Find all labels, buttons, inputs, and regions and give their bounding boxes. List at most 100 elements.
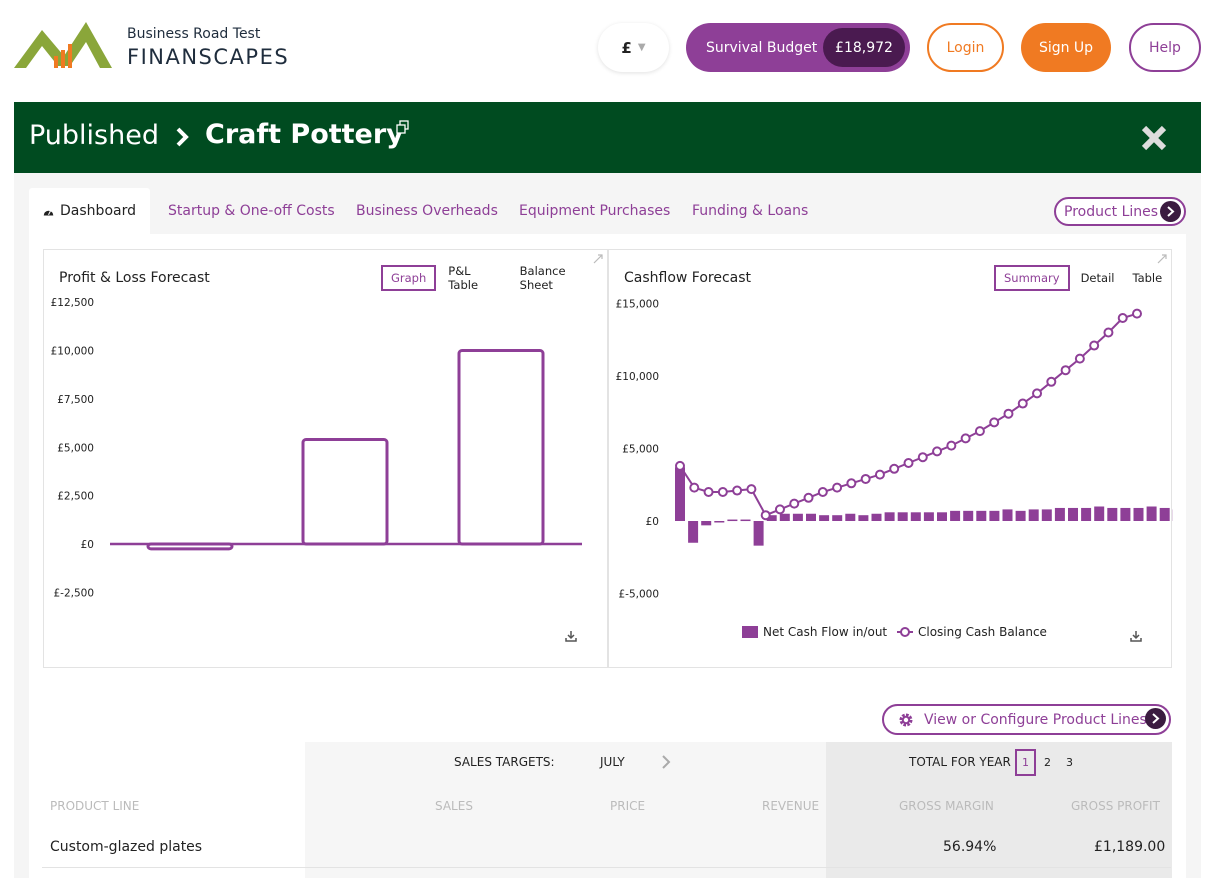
net-cash-flow-bar bbox=[714, 521, 725, 523]
y-tick-label: £12,500 bbox=[51, 297, 94, 309]
cf-option-table[interactable]: Table bbox=[1132, 271, 1163, 285]
gross-profit-cell: £1,189.00 bbox=[1094, 839, 1166, 855]
breadcrumb-parent[interactable]: Published bbox=[29, 120, 159, 151]
net-cash-flow-bar bbox=[766, 515, 777, 521]
net-cash-flow-bar bbox=[806, 513, 816, 521]
product-lines-label: Product Lines bbox=[1064, 203, 1159, 220]
year-2-button[interactable]: 2 bbox=[1044, 756, 1051, 769]
closing-balance-point bbox=[889, 463, 900, 474]
y-tick-label: £10,000 bbox=[51, 346, 94, 358]
main-content: Dashboard Startup & One-off Costs Busine… bbox=[14, 173, 1201, 878]
net-cash-flow-bar bbox=[1041, 509, 1052, 521]
survival-budget-value: £18,972 bbox=[823, 28, 905, 67]
product-name-cell: Custom-glazed plates bbox=[50, 839, 203, 855]
closing-balance-point bbox=[946, 440, 957, 451]
net-cash-flow-bar bbox=[1054, 507, 1065, 521]
net-cash-flow-bar bbox=[950, 510, 961, 521]
tab-dashboard[interactable]: Dashboard bbox=[29, 188, 150, 234]
gear-icon bbox=[899, 713, 913, 726]
closing-balance-point bbox=[746, 484, 757, 495]
tab-funding-loans[interactable]: Funding & Loans bbox=[692, 203, 809, 219]
closing-balance-point bbox=[760, 510, 771, 521]
closing-balance-point bbox=[1032, 388, 1043, 399]
net-cash-flow-bar bbox=[1107, 507, 1118, 521]
cashflow-card: Cashflow Forecast Summary Detail Table £… bbox=[608, 249, 1173, 668]
closing-balance-point bbox=[903, 458, 914, 468]
net-cash-flow-bar bbox=[1028, 509, 1039, 521]
sales-targets-month: JULY bbox=[600, 755, 625, 769]
chevron-down-icon: ▼ bbox=[637, 42, 646, 53]
closing-balance-point bbox=[817, 487, 828, 497]
pl-option-table[interactable]: P&L Table bbox=[448, 264, 479, 292]
total-for-year-label: TOTAL FOR YEAR bbox=[909, 755, 1011, 769]
cashflow-title: Cashflow Forecast bbox=[624, 270, 752, 286]
bar bbox=[301, 438, 389, 546]
y-tick-label: £2,500 bbox=[57, 491, 94, 503]
closing-balance-point bbox=[1003, 408, 1014, 419]
net-cash-flow-bar bbox=[1120, 507, 1131, 521]
column-header-sales: SALES bbox=[435, 799, 473, 813]
column-header-revenue: REVENUE bbox=[762, 799, 820, 813]
signup-button[interactable]: Sign Up bbox=[1021, 23, 1111, 72]
net-cash-flow-bar bbox=[923, 512, 934, 521]
cf-option-detail[interactable]: Detail bbox=[1080, 271, 1115, 285]
closing-balance-point bbox=[1132, 308, 1142, 319]
expand-icon[interactable] bbox=[593, 254, 603, 264]
login-button[interactable]: Login bbox=[927, 23, 1004, 72]
net-cash-flow-bar bbox=[753, 521, 764, 546]
copy-icon[interactable] bbox=[396, 120, 410, 134]
closing-balance-point bbox=[774, 504, 785, 515]
closing-balance-point bbox=[732, 485, 743, 496]
row-divider bbox=[42, 867, 1171, 868]
tab-label: Dashboard bbox=[60, 203, 136, 219]
net-cash-flow-bar bbox=[792, 513, 803, 521]
help-button[interactable]: Help bbox=[1129, 23, 1201, 72]
legend-net-cash-swatch bbox=[742, 626, 758, 638]
net-cash-flow-bar bbox=[1094, 506, 1105, 521]
tab-startup-costs[interactable]: Startup & One-off Costs bbox=[168, 203, 335, 219]
net-cash-flow-bar bbox=[1002, 509, 1013, 521]
view-configure-product-lines-button[interactable]: View or Configure Product Lines bbox=[882, 704, 1171, 735]
column-header-gross-profit: GROSS PROFIT bbox=[1071, 799, 1160, 813]
net-cash-flow-bar bbox=[675, 467, 685, 521]
y-tick-label: £5,000 bbox=[622, 444, 659, 456]
column-header-product-line: PRODUCT LINE bbox=[50, 799, 140, 813]
expand-icon[interactable] bbox=[1157, 254, 1167, 264]
legend-closing-balance-label: Closing Cash Balance bbox=[918, 625, 1047, 639]
cashflow-view-options: Summary Detail Table bbox=[994, 265, 1170, 291]
product-lines-button[interactable]: Product Lines bbox=[1054, 197, 1186, 226]
net-cash-flow-bar bbox=[1015, 510, 1026, 521]
net-cash-flow-bar bbox=[740, 519, 751, 522]
cf-option-summary[interactable]: Summary bbox=[994, 265, 1070, 291]
close-icon[interactable] bbox=[1140, 124, 1168, 152]
page-title: Craft Pottery bbox=[205, 119, 404, 150]
year-1-button[interactable]: 1 bbox=[1015, 749, 1036, 776]
tab-business-overheads[interactable]: Business Overheads bbox=[356, 203, 498, 219]
survival-budget-button[interactable]: Survival Budget £18,972 bbox=[686, 23, 910, 72]
net-cash-flow-bar bbox=[845, 513, 856, 521]
next-month-icon[interactable] bbox=[660, 754, 672, 770]
net-cash-flow-bar bbox=[688, 521, 699, 543]
cashflow-chart: £15,000 £10,000 £5,000 £0 £-5,000 Net Cash Fl… bbox=[616, 299, 1173, 639]
currency-value: £ bbox=[621, 38, 632, 57]
pl-option-graph[interactable]: Graph bbox=[381, 265, 437, 291]
year-3-button[interactable]: 3 bbox=[1066, 756, 1073, 769]
closing-balance-point bbox=[789, 498, 800, 509]
tab-equipment-purchases[interactable]: Equipment Purchases bbox=[519, 203, 671, 219]
brand-tagline: Business Road Test bbox=[127, 26, 261, 42]
closing-balance-point bbox=[974, 426, 985, 437]
y-tick-label: £5,000 bbox=[57, 442, 94, 454]
net-cash-flow-bar bbox=[832, 515, 843, 521]
net-cash-flow-bar bbox=[963, 510, 974, 521]
closing-balance-point bbox=[874, 469, 885, 480]
closing-balance-point bbox=[703, 487, 714, 497]
closing-balance-point bbox=[1060, 365, 1071, 376]
download-icon[interactable] bbox=[1130, 630, 1142, 642]
pl-option-balance-sheet[interactable]: Balance Sheet bbox=[519, 264, 566, 292]
net-cash-flow-bar bbox=[871, 513, 882, 521]
logo-icon[interactable] bbox=[14, 16, 114, 70]
y-tick-label: £-2,500 bbox=[53, 587, 94, 599]
y-tick-label: £-5,000 bbox=[618, 589, 659, 601]
download-icon[interactable] bbox=[565, 630, 577, 642]
currency-select[interactable]: £ ▼ bbox=[598, 23, 669, 72]
